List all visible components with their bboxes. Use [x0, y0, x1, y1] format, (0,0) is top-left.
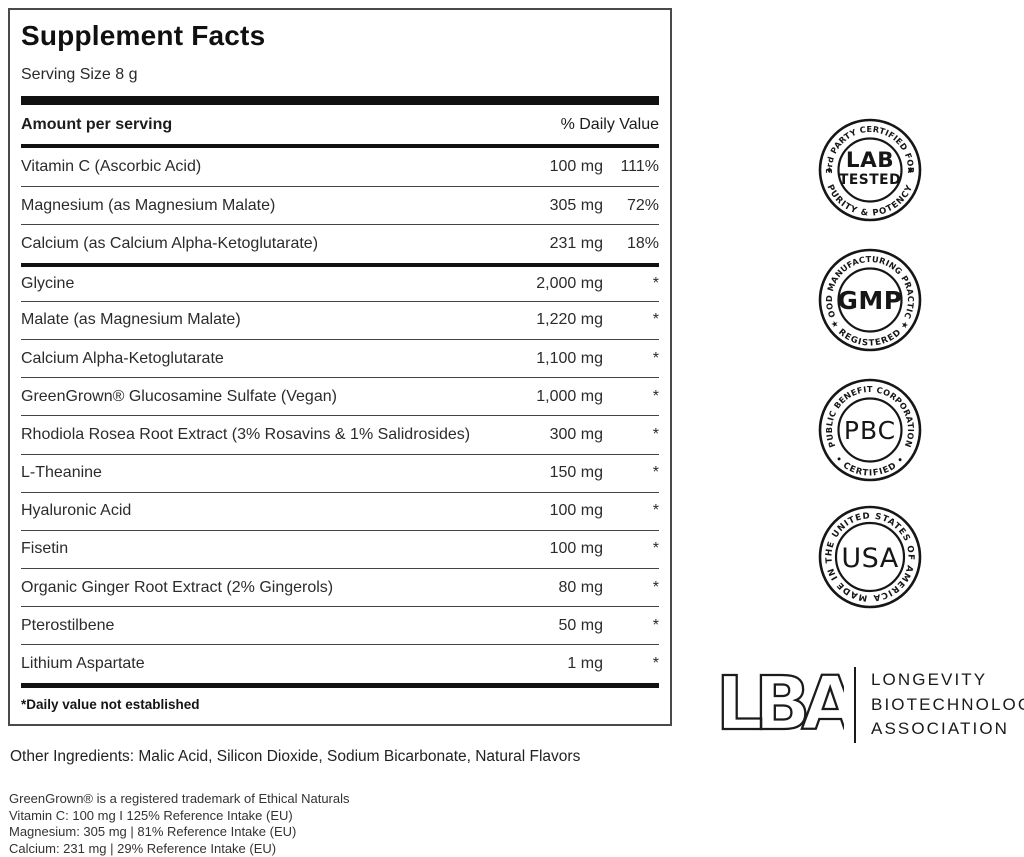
nutrient-name: Calcium (as Calcium Alpha-Ketoglutarate): [21, 235, 495, 253]
diamond-mark-icon: ♦: [826, 166, 833, 175]
nutrient-name: Hyaluronic Acid: [21, 502, 495, 520]
nutrient-daily-value: *: [603, 311, 659, 329]
thick-rule: [21, 96, 659, 105]
svg-text:LBA: LBA: [716, 666, 844, 744]
vertical-divider: [854, 667, 856, 743]
association-name-line: LONGEVITY: [871, 668, 1024, 693]
nutrient-amount: 1,000 mg: [495, 388, 603, 406]
nutrient-daily-value: *: [603, 350, 659, 368]
diamond-mark-icon: ♦: [907, 166, 914, 175]
svg-text:USA: USA: [841, 543, 898, 574]
svg-text:LAB: LAB: [846, 148, 894, 173]
nutrient-amount: 80 mg: [495, 579, 603, 597]
nutrient-amount: 1 mg: [495, 655, 603, 673]
fine-print-line: Vitamin C: 100 mg I 125% Reference Intak…: [9, 808, 350, 825]
nutrient-daily-value: *: [603, 579, 659, 597]
supplement-facts-panel: Supplement Facts Serving Size 8 g Amount…: [8, 8, 672, 726]
association-lockup: LBA LONGEVITY BIOTECHNOLOGY ASSOCIATION: [712, 666, 1024, 744]
table-header-row: Amount per serving % Daily Value: [21, 105, 659, 144]
nutrient-name: Vitamin C (Ascorbic Acid): [21, 158, 495, 176]
nutrient-name: L-Theanine: [21, 464, 495, 482]
nutrient-amount: 150 mg: [495, 464, 603, 482]
nutrient-daily-value: *: [603, 617, 659, 635]
nutrient-daily-value: *: [603, 275, 659, 293]
nutrient-amount: 100 mg: [495, 540, 603, 558]
pbc-seal-icon: PUBLIC BENEFIT CORPORATION • CERTIFIED •…: [810, 370, 930, 490]
table-row: L-Theanine 150 mg *: [21, 454, 659, 492]
fine-print-line: GreenGrown® is a registered trademark of…: [9, 791, 350, 808]
nutrient-amount: 1,220 mg: [495, 311, 603, 329]
association-name: LONGEVITY BIOTECHNOLOGY ASSOCIATION: [871, 668, 1024, 742]
nutrient-daily-value: *: [603, 655, 659, 673]
nutrient-name: Magnesium (as Magnesium Malate): [21, 197, 495, 215]
nutrient-amount: 2,000 mg: [495, 275, 603, 293]
table-row: Glycine 2,000 mg *: [21, 263, 659, 301]
svg-text:★ REGISTERED ★: ★ REGISTERED ★: [828, 319, 912, 349]
nutrient-name: GreenGrown® Glucosamine Sulfate (Vegan): [21, 388, 495, 406]
gmp-seal-icon: GOOD MANUFACTURING PRACTICE ★ REGISTERED…: [810, 240, 930, 360]
nutrient-name: Glycine: [21, 275, 495, 293]
table-row: GreenGrown® Glucosamine Sulfate (Vegan) …: [21, 377, 659, 415]
svg-text:TESTED: TESTED: [839, 172, 901, 188]
table-row: Hyaluronic Acid 100 mg *: [21, 492, 659, 530]
lab-tested-seal-icon: 3rd PARTY CERTIFIED FOR PURITY & POTENCY…: [810, 110, 930, 230]
nutrient-amount: 231 mg: [495, 235, 603, 253]
nutrient-daily-value: 111%: [603, 158, 659, 176]
daily-value-footnote: *Daily value not established: [21, 683, 659, 712]
panel-title: Supplement Facts: [21, 10, 659, 52]
nutrient-daily-value: *: [603, 464, 659, 482]
nutrient-name: Calcium Alpha-Ketoglutarate: [21, 350, 495, 368]
other-ingredients-text: Other Ingredients: Malic Acid, Silicon D…: [10, 748, 580, 766]
made-in-usa-seal-icon: MADE IN THE UNITED STATES OF AMERICA USA: [810, 497, 930, 617]
serving-size: Serving Size 8 g: [21, 65, 659, 84]
nutrient-name: Fisetin: [21, 540, 495, 558]
header-daily-value: % Daily Value: [561, 116, 659, 134]
nutrient-name: Rhodiola Rosea Root Extract (3% Rosavins…: [21, 426, 495, 444]
svg-text:• CERTIFIED •: • CERTIFIED •: [833, 454, 907, 478]
table-row: Calcium Alpha-Ketoglutarate 1,100 mg *: [21, 339, 659, 377]
header-amount-per-serving: Amount per serving: [21, 116, 172, 134]
association-name-line: BIOTECHNOLOGY: [871, 693, 1024, 718]
nutrient-daily-value: 72%: [603, 197, 659, 215]
table-row: Rhodiola Rosea Root Extract (3% Rosavins…: [21, 415, 659, 453]
nutrient-name: Pterostilbene: [21, 617, 495, 635]
svg-text:PBC: PBC: [844, 416, 896, 445]
table-row: Organic Ginger Root Extract (2% Gingerol…: [21, 568, 659, 606]
nutrient-amount: 100 mg: [495, 158, 603, 176]
nutrient-amount: 1,100 mg: [495, 350, 603, 368]
nutrient-amount: 50 mg: [495, 617, 603, 635]
nutrient-daily-value: *: [603, 426, 659, 444]
nutrient-amount: 100 mg: [495, 502, 603, 520]
svg-text:GMP: GMP: [837, 286, 902, 315]
lba-monogram-icon: LBA: [712, 666, 844, 744]
table-row: Calcium (as Calcium Alpha-Ketoglutarate)…: [21, 224, 659, 262]
table-row: Malate (as Magnesium Malate) 1,220 mg *: [21, 301, 659, 339]
table-row: Vitamin C (Ascorbic Acid) 100 mg 111%: [21, 148, 659, 186]
table-row: Fisetin 100 mg *: [21, 530, 659, 568]
fine-print-line: Magnesium: 305 mg | 81% Reference Intake…: [9, 824, 350, 841]
table-row: Pterostilbene 50 mg *: [21, 606, 659, 644]
nutrient-name: Malate (as Magnesium Malate): [21, 311, 495, 329]
nutrient-amount: 305 mg: [495, 197, 603, 215]
nutrient-daily-value: *: [603, 540, 659, 558]
fine-print-block: GreenGrown® is a registered trademark of…: [9, 791, 350, 857]
table-row: Lithium Aspartate 1 mg *: [21, 644, 659, 682]
association-name-line: ASSOCIATION: [871, 717, 1024, 742]
nutrient-name: Lithium Aspartate: [21, 655, 495, 673]
nutrient-amount: 300 mg: [495, 426, 603, 444]
nutrient-name: Organic Ginger Root Extract (2% Gingerol…: [21, 579, 495, 597]
nutrient-daily-value: *: [603, 502, 659, 520]
table-row: Magnesium (as Magnesium Malate) 305 mg 7…: [21, 186, 659, 224]
nutrient-daily-value: 18%: [603, 235, 659, 253]
nutrient-daily-value: *: [603, 388, 659, 406]
